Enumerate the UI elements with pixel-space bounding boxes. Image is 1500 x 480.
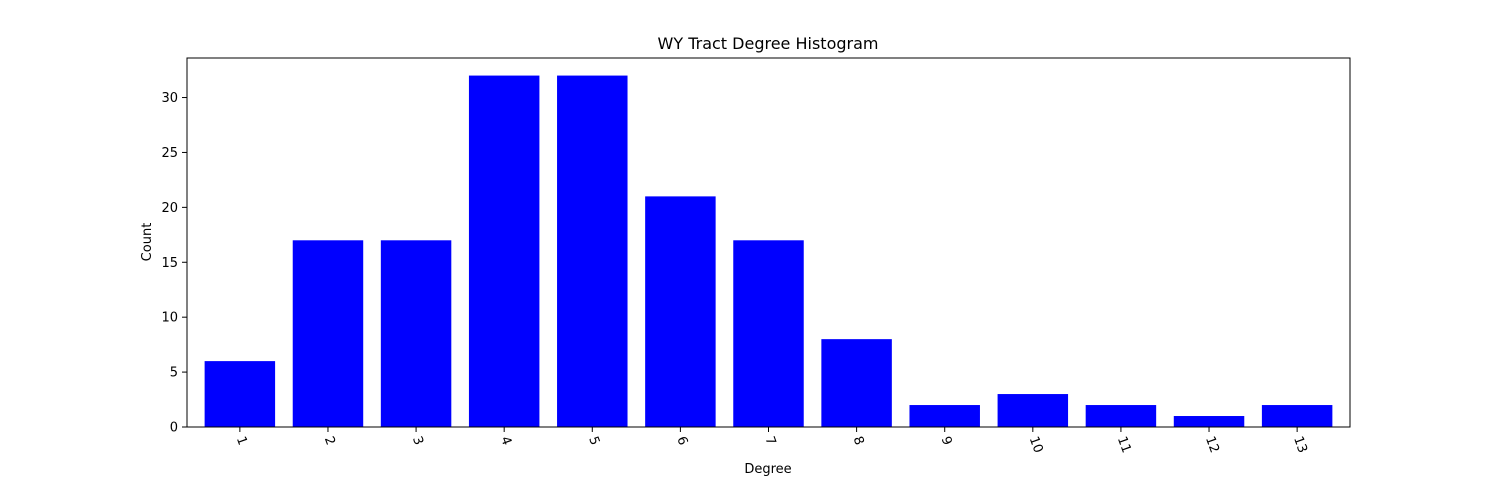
- y-tick-label: 25: [161, 146, 178, 161]
- y-tick-label: 20: [161, 201, 178, 216]
- x-tick-label: 11: [1114, 434, 1134, 455]
- x-tick-label: 9: [938, 434, 955, 447]
- bar-3: [380, 240, 452, 427]
- y-tick-label: 5: [170, 366, 178, 381]
- y-axis: 0 5 10 15 20 25 30: [161, 91, 187, 436]
- bar-11: [1085, 405, 1157, 427]
- bar-7: [733, 240, 804, 427]
- bar-4: [468, 75, 540, 427]
- x-tick-label: 1: [233, 434, 250, 447]
- y-tick-label: 30: [161, 91, 178, 106]
- y-tick-label: 10: [161, 311, 178, 326]
- bar-10: [997, 394, 1069, 427]
- x-tick-label: 12: [1202, 434, 1222, 455]
- x-tick-label: 8: [850, 434, 867, 447]
- bar-5: [557, 75, 628, 427]
- y-tick-label: 0: [170, 421, 178, 436]
- x-tick-label: 3: [409, 434, 426, 447]
- bar-13: [1261, 405, 1333, 427]
- x-tick-label: 10: [1026, 434, 1046, 455]
- y-axis-label: Count: [140, 223, 155, 262]
- bars-layer: [204, 75, 1333, 428]
- x-tick-label: 7: [761, 434, 778, 447]
- y-tick-label: 15: [161, 256, 178, 271]
- bar-2: [292, 240, 364, 427]
- x-tick-label: 2: [321, 434, 338, 447]
- x-tick-label: 6: [673, 434, 690, 447]
- bar-8: [821, 339, 892, 427]
- bar-12: [1173, 416, 1245, 427]
- chart-title: WY Tract Degree Histogram: [658, 34, 879, 53]
- bar-9: [909, 405, 980, 427]
- x-axis: 1 2 3 4 5 6 7 8 9 10 11 12 13: [233, 427, 1310, 455]
- x-tick-label: 5: [585, 434, 602, 447]
- bar-6: [645, 196, 716, 428]
- x-tick-label: 13: [1290, 434, 1310, 455]
- x-axis-label: Degree: [744, 462, 791, 477]
- x-tick-label: 4: [497, 434, 514, 447]
- bar-1: [204, 361, 276, 427]
